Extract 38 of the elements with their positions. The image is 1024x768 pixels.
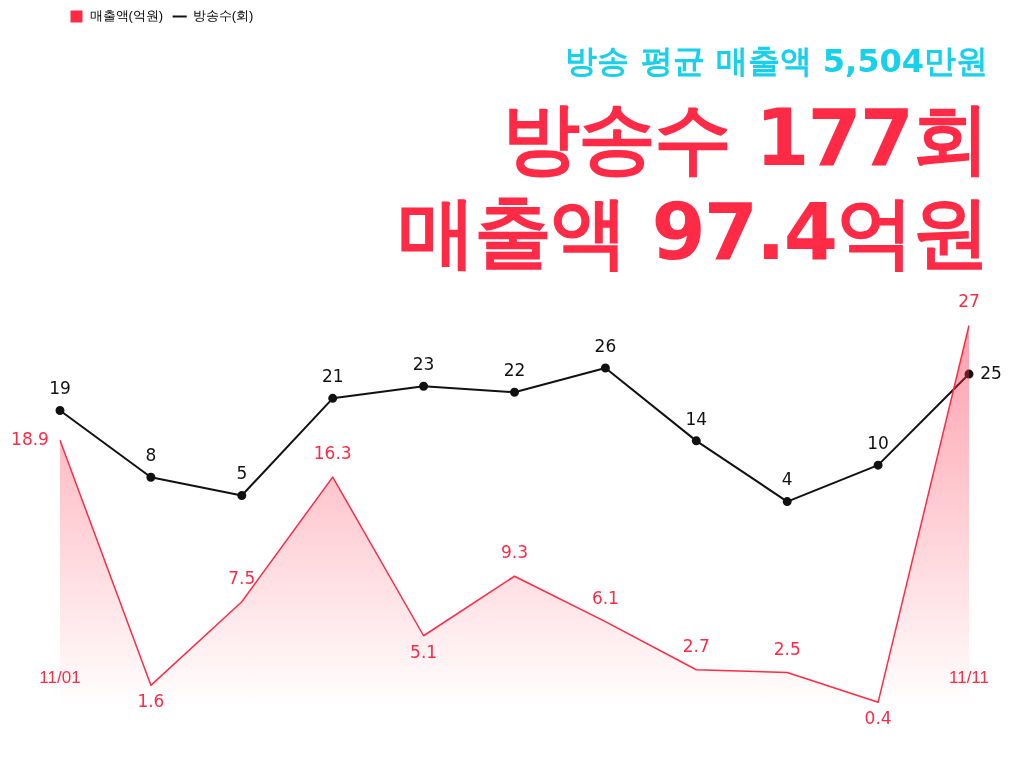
data-label: 27	[958, 291, 980, 312]
data-label: 8	[145, 445, 157, 466]
data-label: 5.1	[410, 641, 438, 662]
point	[237, 491, 247, 500]
data-label: 9.3	[500, 542, 529, 563]
x-tick-label: 11/01	[39, 667, 81, 687]
legend-label: 매출액(억원)	[89, 8, 164, 24]
data-label: 4	[781, 469, 793, 490]
data-label: 18.9	[11, 429, 49, 450]
point	[146, 472, 156, 482]
data-label: 2.7	[682, 635, 710, 656]
data-label: 26	[594, 335, 617, 356]
chart-subtitle: 방송 평균 매출액 5,504만원	[565, 41, 988, 82]
point	[600, 363, 610, 373]
data-label: 10	[867, 433, 889, 454]
data-label: 7.5	[228, 567, 256, 588]
data-label: 23	[412, 354, 435, 375]
data-label: 19	[49, 378, 71, 399]
legend-label: 방송수(회)	[192, 8, 254, 24]
data-label: 22	[503, 360, 526, 381]
data-label: 16.3	[313, 443, 352, 464]
data-label: 14	[685, 408, 708, 429]
data-label: 2.5	[773, 638, 801, 659]
point	[782, 497, 792, 507]
data-label: 25	[980, 362, 1002, 383]
data-label: 21	[321, 366, 344, 387]
data-label: 5	[236, 463, 248, 484]
x-tick-label: 11/11	[948, 667, 990, 687]
point	[510, 387, 519, 397]
data-label: 6.1	[591, 587, 619, 608]
data-label: 1.6	[137, 691, 165, 712]
point	[873, 460, 883, 470]
point	[328, 393, 338, 403]
point	[691, 436, 701, 446]
point	[419, 381, 429, 391]
point	[55, 406, 65, 415]
chart-title: 방송수 177회 매출액 97.4억원	[398, 92, 988, 279]
data-label: 0.4	[864, 708, 892, 729]
